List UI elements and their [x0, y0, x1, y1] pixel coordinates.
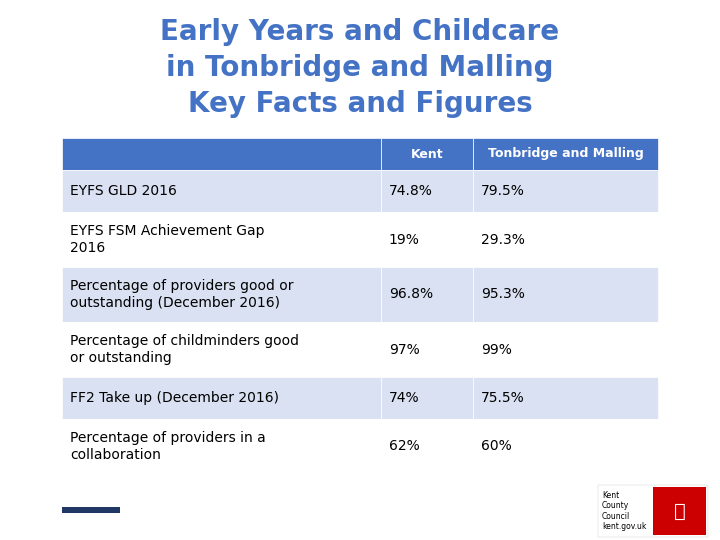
- Bar: [62, 170, 381, 212]
- Bar: [473, 212, 658, 267]
- Text: 95.3%: 95.3%: [481, 287, 525, 301]
- Text: EYFS GLD 2016: EYFS GLD 2016: [70, 184, 177, 198]
- Bar: [62, 507, 120, 513]
- Bar: [381, 419, 473, 474]
- Bar: [62, 322, 381, 377]
- Text: 🐴: 🐴: [674, 502, 685, 521]
- Text: 96.8%: 96.8%: [389, 287, 433, 301]
- Bar: [381, 322, 473, 377]
- Bar: [473, 267, 658, 322]
- Text: 97%: 97%: [389, 342, 420, 356]
- Text: 19%: 19%: [389, 233, 420, 246]
- Text: Percentage of childminders good
or outstanding: Percentage of childminders good or outst…: [70, 334, 299, 365]
- Bar: [381, 138, 473, 170]
- Text: 74.8%: 74.8%: [389, 184, 433, 198]
- Text: 74%: 74%: [389, 391, 420, 405]
- Bar: [381, 212, 473, 267]
- Bar: [62, 419, 381, 474]
- Text: Early Years and Childcare
in Tonbridge and Malling
Key Facts and Figures: Early Years and Childcare in Tonbridge a…: [161, 18, 559, 118]
- Text: EYFS FSM Achievement Gap
2016: EYFS FSM Achievement Gap 2016: [70, 224, 264, 255]
- Bar: [473, 322, 658, 377]
- Text: Percentage of providers good or
outstanding (December 2016): Percentage of providers good or outstand…: [70, 279, 294, 310]
- Bar: [473, 377, 658, 419]
- Bar: [473, 170, 658, 212]
- Text: 29.3%: 29.3%: [481, 233, 525, 246]
- Bar: [473, 419, 658, 474]
- Text: 62%: 62%: [389, 440, 420, 454]
- Text: Tonbridge and Malling: Tonbridge and Malling: [487, 147, 644, 160]
- Bar: [381, 377, 473, 419]
- Bar: [381, 267, 473, 322]
- Text: 79.5%: 79.5%: [481, 184, 525, 198]
- Bar: [473, 138, 658, 170]
- Text: Percentage of providers in a
collaboration: Percentage of providers in a collaborati…: [70, 431, 266, 462]
- Text: Kent: Kent: [410, 147, 444, 160]
- Bar: [62, 267, 381, 322]
- Bar: [62, 212, 381, 267]
- Bar: [381, 170, 473, 212]
- Bar: [62, 377, 381, 419]
- Text: FF2 Take up (December 2016): FF2 Take up (December 2016): [70, 391, 279, 405]
- Text: 75.5%: 75.5%: [481, 391, 525, 405]
- Bar: [598, 485, 708, 537]
- Text: 60%: 60%: [481, 440, 512, 454]
- Text: Kent
County
Council
kent.gov.uk: Kent County Council kent.gov.uk: [602, 491, 647, 531]
- Bar: [653, 487, 706, 535]
- Bar: [62, 138, 381, 170]
- Text: 99%: 99%: [481, 342, 512, 356]
